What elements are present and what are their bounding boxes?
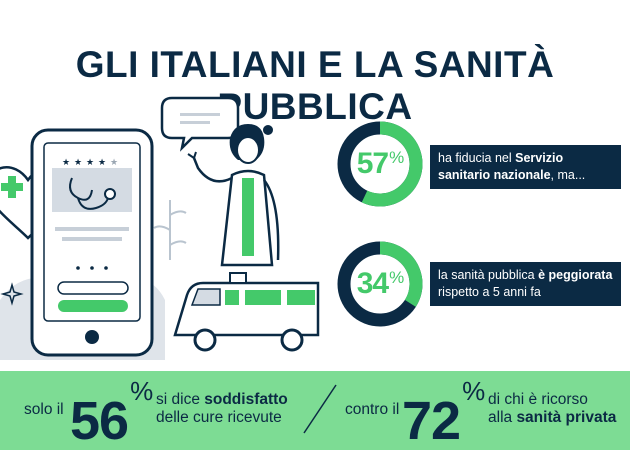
stat-worsened: 34% la sanità pubblica è peggiorata risp… (336, 240, 621, 330)
left-value: 56% (70, 376, 153, 451)
stat-trust: 57% ha fiducia nel Servizio sanitario na… (336, 120, 621, 210)
stat-value: 34% (356, 267, 405, 300)
illustration: ★ ★ ★ ★ ★ (0, 96, 320, 360)
smartphone-icon: ★ ★ ★ ★ ★ (30, 128, 154, 357)
right-prefix: contro il (345, 401, 400, 418)
svg-text:★: ★ (86, 158, 94, 168)
stat-description: la sanità pubblica è peggiorata rispetto… (430, 262, 621, 306)
ring-chart (337, 241, 423, 327)
divider (303, 384, 337, 434)
speech-bubble-icon (160, 96, 240, 152)
comparison-band: solo il 56% si dice soddisfatto delle cu… (0, 371, 630, 450)
stat-description: ha fiducia nel Servizio sanitario nazion… (430, 145, 621, 189)
svg-text:★: ★ (74, 158, 82, 168)
ambulance-icon (173, 272, 320, 352)
right-value: 72% (402, 376, 485, 451)
svg-text:★: ★ (62, 158, 70, 168)
rating-stars: ★ ★ ★ ★ ★ (62, 158, 118, 168)
left-description: si dice soddisfatto delle cure ricevute (156, 391, 288, 426)
svg-text:★: ★ (110, 158, 118, 168)
doctor-icon (187, 124, 280, 267)
right-description: di chi è ricorso alla sanità privata (488, 391, 617, 426)
page-title: GLI ITALIANI E LA SANITÀ PUBBLICA (75, 44, 555, 127)
stethoscope-icon (69, 177, 116, 210)
leaves-icon (153, 200, 187, 260)
stat-value: 57% (356, 147, 405, 180)
ring-chart (337, 121, 423, 207)
svg-text:★: ★ (98, 158, 106, 168)
left-prefix: solo il (24, 401, 64, 418)
